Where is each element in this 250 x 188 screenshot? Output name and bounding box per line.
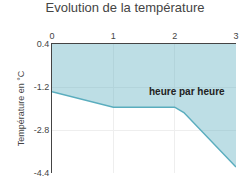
svg-text:2: 2 (172, 31, 177, 41)
svg-text:heure par heure: heure par heure (149, 86, 225, 97)
svg-text:Evolution de la température: Evolution de la température (46, 0, 205, 15)
svg-text:-4.4: -4.4 (34, 168, 50, 178)
svg-text:-1.2: -1.2 (34, 82, 50, 92)
svg-text:0: 0 (49, 31, 54, 41)
svg-text:0.4: 0.4 (37, 39, 50, 49)
svg-text:Température en °C: Température en °C (16, 70, 26, 146)
svg-text:-2.8: -2.8 (34, 125, 50, 135)
svg-text:1: 1 (111, 31, 116, 41)
svg-text:3: 3 (233, 31, 238, 41)
